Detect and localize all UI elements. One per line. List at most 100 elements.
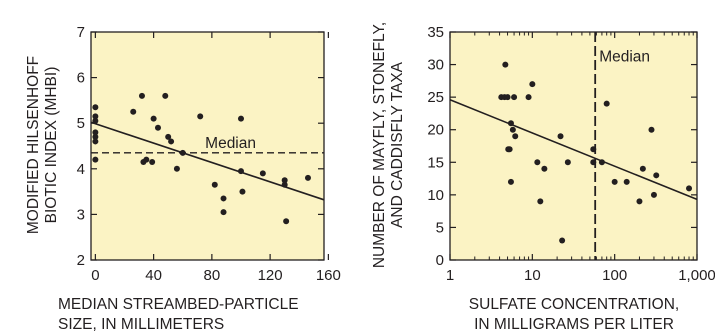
right-chart-x-axis-title: SULFATE CONCENTRATION, IN MILLIGRAMS PER… xyxy=(469,296,679,333)
left-chart-data-point xyxy=(165,133,172,140)
right-chart-data-point xyxy=(511,94,518,101)
right-chart-data-point xyxy=(559,237,566,244)
left-chart-data-point xyxy=(304,174,311,181)
left-chart-data-point xyxy=(130,108,137,115)
left-chart-data-point xyxy=(143,156,150,163)
right-chart-data-point xyxy=(506,146,513,153)
right-chart-data-point xyxy=(525,94,532,101)
right-chart-data-point xyxy=(534,159,541,166)
right-chart-x-axis-title-line-1: SULFATE CONCENTRATION, xyxy=(469,296,679,313)
right-chart-x-tick-label: 1,000 xyxy=(678,267,715,284)
right-chart-y-tick-label: 20 xyxy=(427,122,444,139)
left-chart-x-tick-label: 0 xyxy=(91,267,99,284)
left-chart-y-tick-label: 7 xyxy=(77,24,85,41)
right-chart-data-point xyxy=(636,198,643,205)
left-chart-data-point xyxy=(179,149,186,156)
left-chart: MODIFIED HILSENHOFF BIOTIC INDEX (MHBI) … xyxy=(25,24,341,333)
right-chart-data-point xyxy=(509,126,516,133)
right-chart-data-point xyxy=(564,159,571,166)
right-chart-y-tick-label: 10 xyxy=(427,187,444,204)
left-chart-y-tick-label: 6 xyxy=(77,70,85,87)
left-chart-y-axis-title-line-2: BIOTIC INDEX (MHBI) xyxy=(43,67,60,224)
left-chart-data-point xyxy=(92,104,99,111)
left-chart-x-tick-label: 40 xyxy=(145,267,162,284)
left-chart-x-tick-label: 80 xyxy=(204,267,221,284)
left-chart-data-point xyxy=(150,115,157,122)
right-chart-x-axis-title-line-2: IN MILLIGRAMS PER LITER xyxy=(474,316,674,333)
left-chart-data-point xyxy=(237,115,244,122)
left-chart-data-point xyxy=(197,113,204,120)
left-chart-data-point xyxy=(259,170,266,177)
left-chart-median-label: Median xyxy=(205,135,256,152)
right-chart-data-point xyxy=(512,133,519,140)
left-chart-data-point xyxy=(92,117,99,124)
right-chart-data-point xyxy=(603,100,610,107)
right-chart-data-point xyxy=(650,191,657,198)
right-chart-data-point xyxy=(537,198,544,205)
right-chart-data-point xyxy=(590,159,597,166)
right-chart-data-point xyxy=(648,126,655,133)
left-chart-data-point xyxy=(237,168,244,175)
right-chart-data-point xyxy=(502,61,509,68)
right-chart-data-point xyxy=(590,146,597,153)
left-chart-x-axis-title-line-2: SIZE, IN MILLIMETERS xyxy=(58,316,224,333)
right-chart-data-point xyxy=(507,178,514,185)
right-chart-trend-line xyxy=(449,99,698,201)
left-chart-data-point xyxy=(283,218,290,225)
left-chart-data-point xyxy=(92,133,99,140)
left-chart-data-point xyxy=(92,138,99,145)
right-chart-y-tick-label: 5 xyxy=(436,219,444,236)
left-chart-frame xyxy=(90,31,325,261)
right-chart-x-tick-label: 1 xyxy=(446,267,454,284)
left-chart-y-axis-title: MODIFIED HILSENHOFF BIOTIC INDEX (MHBI) xyxy=(25,56,60,234)
right-chart-data-point xyxy=(598,159,605,166)
left-chart-y-tick-label: 3 xyxy=(77,206,85,223)
right-chart-data-point xyxy=(541,165,548,172)
left-chart-data-point xyxy=(138,92,145,99)
right-chart-median-label: Median xyxy=(599,49,650,66)
right-chart-data-point xyxy=(623,178,630,185)
right-chart-y-axis-title-line-2: AND CADDISFLY TAXA xyxy=(389,61,406,228)
right-chart-data-point xyxy=(653,172,660,179)
right-chart-y-axis-title-line-1: NUMBER OF MAYFLY, STONEFLY, xyxy=(371,22,388,268)
left-chart-x-axis-title-line-1: MEDIAN STREAMBED-PARTICLE xyxy=(58,296,299,313)
left-chart-data-point xyxy=(281,177,288,184)
left-chart-data-point xyxy=(220,209,227,216)
left-chart-data-point xyxy=(162,92,169,99)
left-chart-data-point xyxy=(173,165,180,172)
right-chart-x-tick-label: 100 xyxy=(602,267,627,284)
left-chart-y-tick-label: 2 xyxy=(77,252,85,269)
left-chart-y-tick-label: 5 xyxy=(77,115,85,132)
left-chart-data-point xyxy=(220,195,227,202)
right-chart-data-point xyxy=(611,178,618,185)
left-chart-data-point xyxy=(168,138,175,145)
right-chart-y-tick-label: 15 xyxy=(427,154,444,171)
left-chart-data-point xyxy=(92,156,99,163)
left-chart-data-point xyxy=(149,158,156,165)
right-chart-y-tick-label: 35 xyxy=(427,24,444,41)
left-chart-x-axis-title: MEDIAN STREAMBED-PARTICLE SIZE, IN MILLI… xyxy=(58,296,299,333)
left-chart-y-tick-label: 4 xyxy=(77,161,85,178)
right-chart-data-point xyxy=(507,120,514,127)
left-chart-data-point xyxy=(154,124,161,131)
left-chart-y-axis-title-line-1: MODIFIED HILSENHOFF xyxy=(25,56,42,234)
right-chart-y-tick-label: 25 xyxy=(427,89,444,106)
right-chart-x-tick-label: 10 xyxy=(524,267,541,284)
left-chart-x-tick-label: 120 xyxy=(258,267,283,284)
left-chart-x-tick-label: 160 xyxy=(316,267,341,284)
right-chart-frame xyxy=(449,31,698,261)
left-chart-data-point xyxy=(239,188,246,195)
left-chart-data-point xyxy=(92,129,99,136)
left-chart-data-point xyxy=(211,181,218,188)
left-chart-data-point xyxy=(92,113,99,120)
right-chart: NUMBER OF MAYFLY, STONEFLY, AND CADDISFL… xyxy=(371,22,715,333)
right-chart-data-point xyxy=(529,81,536,88)
right-chart-data-point xyxy=(504,94,511,101)
right-chart-plot-area xyxy=(450,32,697,260)
right-chart-data-point xyxy=(686,185,693,192)
right-chart-y-tick-label: 30 xyxy=(427,57,444,74)
right-chart-data-point xyxy=(639,165,646,172)
right-chart-y-tick-label: 0 xyxy=(436,252,444,269)
right-chart-data-point xyxy=(557,133,564,140)
